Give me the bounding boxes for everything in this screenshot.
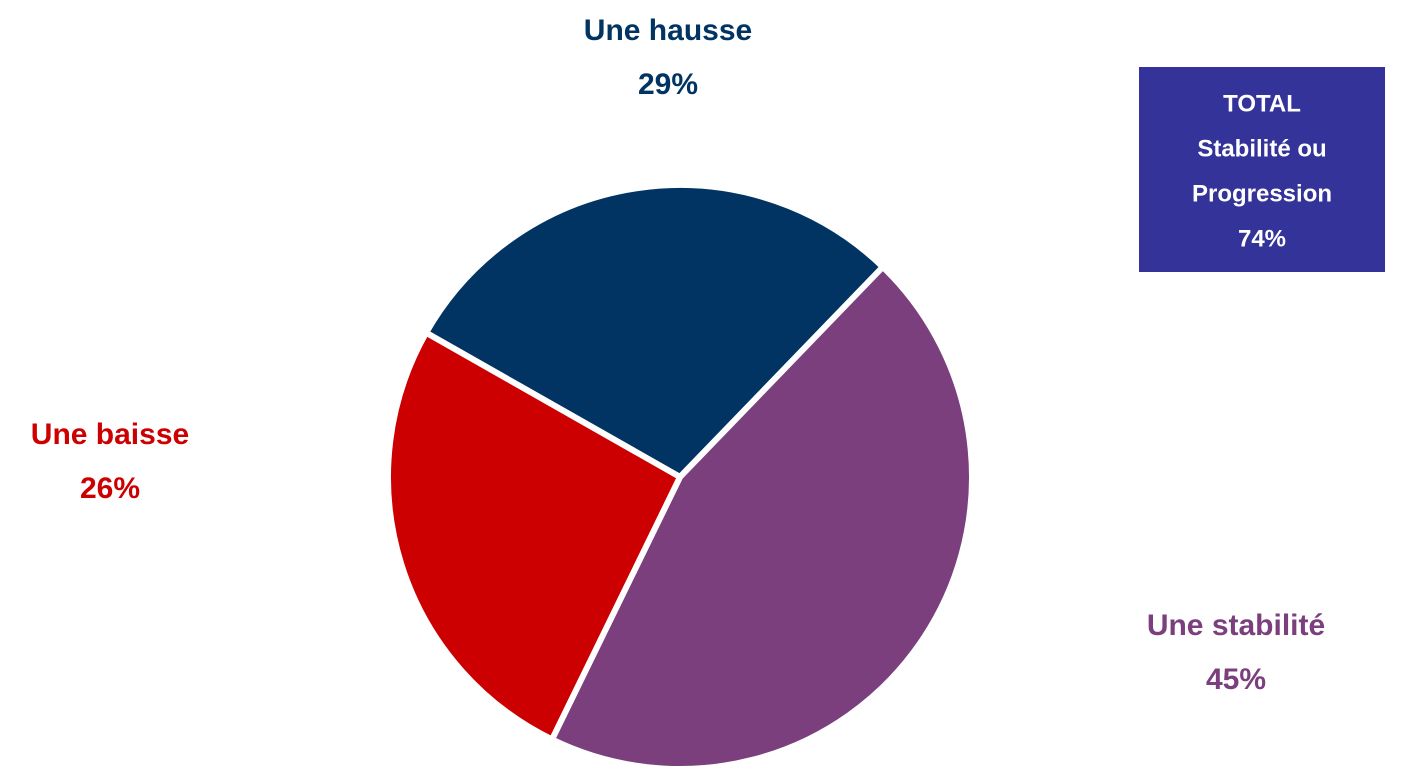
total-box-line: TOTAL (1223, 90, 1301, 117)
total-box-line: 74% (1238, 225, 1286, 252)
slice-value: 45% (1206, 663, 1266, 696)
slice-label: Une hausse (584, 14, 752, 47)
slice-value: 26% (80, 472, 140, 505)
total-box-line: Stabilité ou (1197, 135, 1326, 162)
total-box-bg (1139, 67, 1385, 272)
slice-value: 29% (638, 68, 698, 101)
slice-label: Une stabilité (1147, 609, 1325, 642)
total-box: TOTAL Stabilité ou Progression 74% (1139, 67, 1385, 272)
slice-label: Une baisse (31, 418, 189, 451)
pie-slice (548, 263, 975, 767)
total-box-line: Progression (1192, 180, 1332, 207)
pie-slice (385, 329, 683, 743)
pie-slice (423, 182, 886, 480)
